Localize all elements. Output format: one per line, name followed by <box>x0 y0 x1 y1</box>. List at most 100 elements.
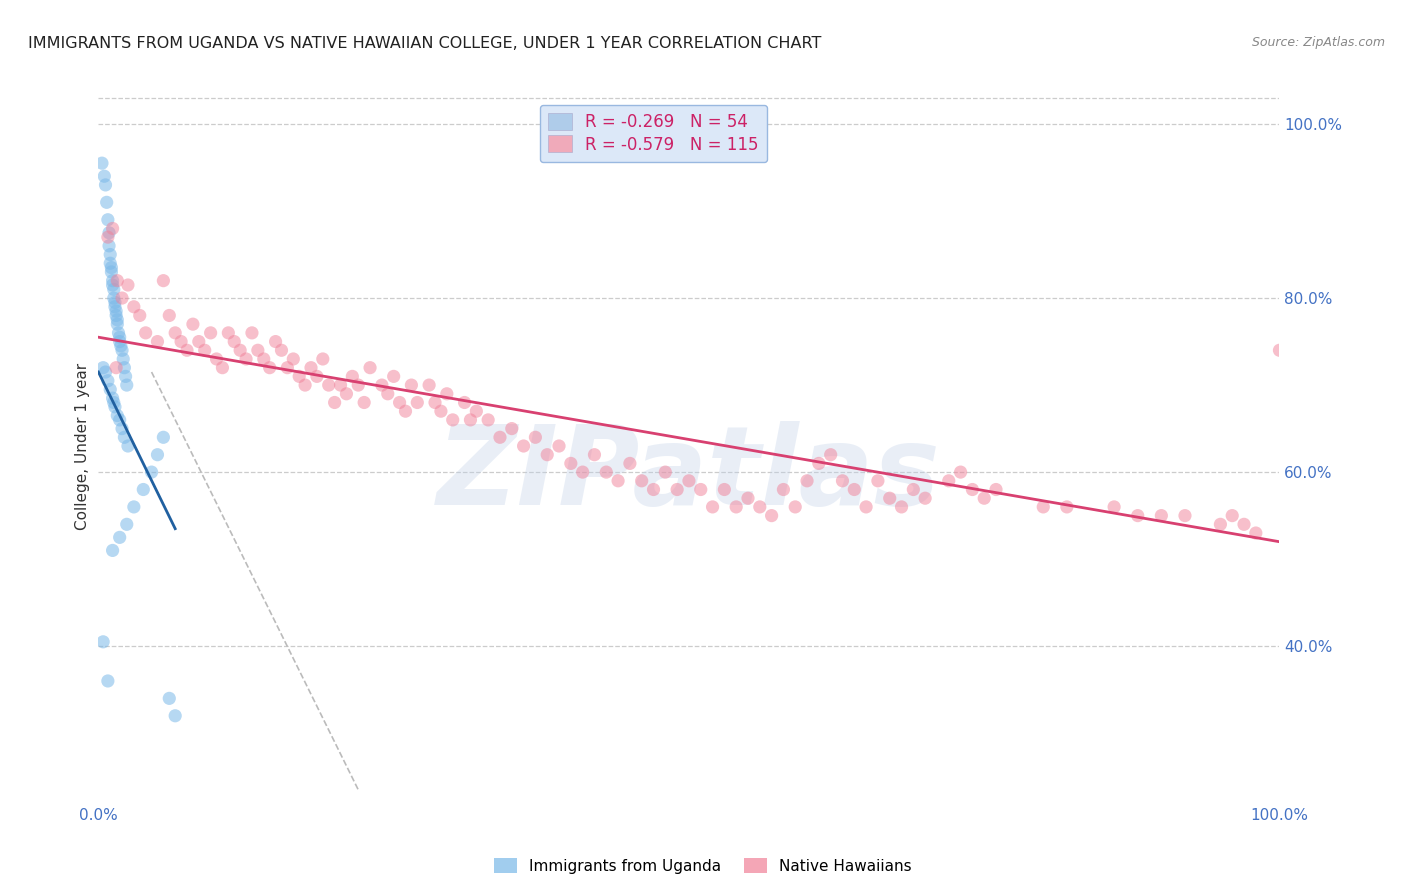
Point <box>984 483 1007 497</box>
Point <box>104 300 127 314</box>
Point <box>103 291 125 305</box>
Point <box>643 483 665 497</box>
Point <box>903 483 925 497</box>
Point <box>132 483 155 497</box>
Point <box>105 304 128 318</box>
Point <box>973 491 995 506</box>
Point <box>560 457 582 471</box>
Point <box>299 360 322 375</box>
Point <box>353 395 375 409</box>
Point <box>108 413 131 427</box>
Point <box>890 500 912 514</box>
Point <box>146 448 169 462</box>
Point <box>761 508 783 523</box>
Legend: R = -0.269   N = 54, R = -0.579   N = 115: R = -0.269 N = 54, R = -0.579 N = 115 <box>540 104 766 161</box>
Point <box>329 378 352 392</box>
Point <box>105 409 128 423</box>
Point <box>748 500 770 514</box>
Point <box>253 351 276 366</box>
Point <box>1056 500 1078 514</box>
Point <box>276 360 298 375</box>
Point <box>91 360 114 375</box>
Point <box>194 343 217 358</box>
Point <box>122 300 145 314</box>
Point <box>259 360 281 375</box>
Point <box>111 421 134 435</box>
Point <box>359 360 381 375</box>
Point <box>187 334 209 349</box>
Point <box>1032 500 1054 514</box>
Point <box>1102 500 1125 514</box>
Point <box>607 474 630 488</box>
Point <box>1244 526 1267 541</box>
Point <box>115 378 138 392</box>
Point <box>785 500 807 514</box>
Point <box>844 483 866 497</box>
Point <box>318 378 340 392</box>
Point <box>595 465 617 479</box>
Point <box>453 395 475 409</box>
Point <box>200 326 222 340</box>
Point <box>101 278 124 293</box>
Point <box>394 404 416 418</box>
Point <box>101 221 124 235</box>
Point <box>630 474 652 488</box>
Point <box>91 635 114 649</box>
Point <box>855 500 877 514</box>
Point <box>772 483 794 497</box>
Point <box>283 351 305 366</box>
Point <box>418 378 440 392</box>
Point <box>100 260 122 275</box>
Point <box>217 326 239 340</box>
Point <box>737 491 759 506</box>
Point <box>436 386 458 401</box>
Point <box>702 500 724 514</box>
Point <box>97 374 120 388</box>
Point <box>115 517 138 532</box>
Point <box>152 274 174 288</box>
Point <box>371 378 394 392</box>
Point <box>294 378 316 392</box>
Point <box>108 530 131 544</box>
Point <box>152 430 174 444</box>
Point <box>105 360 128 375</box>
Point <box>105 317 128 331</box>
Point <box>211 360 233 375</box>
Point <box>112 360 135 375</box>
Point <box>725 500 748 514</box>
Point <box>117 439 139 453</box>
Point <box>489 430 512 444</box>
Point <box>146 334 169 349</box>
Point <box>111 343 134 358</box>
Point <box>141 465 163 479</box>
Point <box>240 326 263 340</box>
Point <box>112 430 135 444</box>
Point <box>820 448 842 462</box>
Point <box>524 430 547 444</box>
Point <box>831 474 853 488</box>
Point <box>347 378 370 392</box>
Point <box>342 369 364 384</box>
Text: Source: ZipAtlas.com: Source: ZipAtlas.com <box>1251 36 1385 49</box>
Point <box>1268 343 1291 358</box>
Point <box>1174 508 1197 523</box>
Point <box>689 483 711 497</box>
Point <box>98 247 121 261</box>
Point <box>94 178 117 192</box>
Point <box>157 309 180 323</box>
Point <box>335 386 357 401</box>
Point <box>323 395 346 409</box>
Point <box>107 326 129 340</box>
Point <box>181 317 204 331</box>
Point <box>117 278 139 293</box>
Point <box>264 334 287 349</box>
Point <box>962 483 984 497</box>
Point <box>103 395 125 409</box>
Point <box>165 326 187 340</box>
Point <box>441 413 464 427</box>
Point <box>477 413 499 427</box>
Point <box>101 391 124 405</box>
Y-axis label: College, Under 1 year: College, Under 1 year <box>75 362 90 530</box>
Point <box>100 265 122 279</box>
Point <box>1220 508 1243 523</box>
